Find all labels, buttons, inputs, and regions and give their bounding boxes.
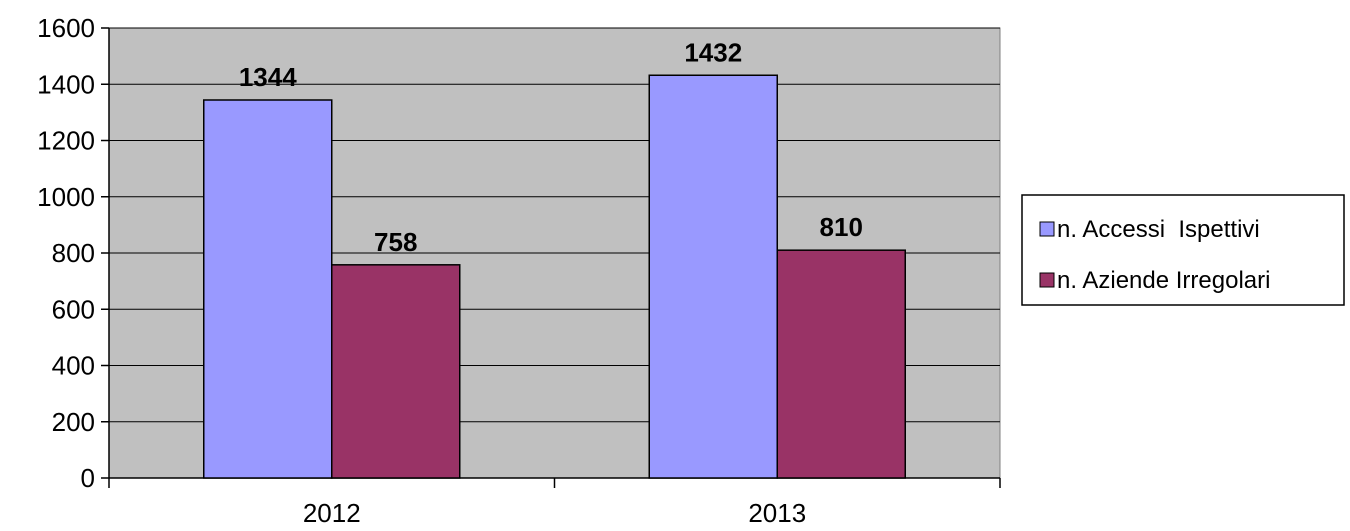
y-tick-label: 600 bbox=[52, 294, 95, 324]
y-tick-label: 1400 bbox=[37, 69, 95, 99]
y-tick-label: 200 bbox=[52, 407, 95, 437]
legend-label: n. Accessi Ispettivi bbox=[1057, 216, 1260, 243]
x-tick-label: 2012 bbox=[303, 498, 361, 528]
bar bbox=[331, 264, 461, 479]
legend-swatch bbox=[1039, 221, 1055, 237]
bar bbox=[203, 99, 333, 479]
legend-swatch bbox=[1039, 272, 1055, 288]
y-tick-label: 1200 bbox=[37, 126, 95, 156]
legend-label: n. Aziende Irregolari bbox=[1057, 267, 1270, 294]
bar bbox=[776, 249, 906, 479]
y-tick-label: 0 bbox=[81, 463, 95, 493]
data-label: 1344 bbox=[239, 62, 297, 92]
x-tick-label: 2013 bbox=[748, 498, 806, 528]
data-label: 810 bbox=[820, 212, 863, 242]
legend-box bbox=[1021, 194, 1345, 306]
y-axis: 0 200 400 600 800 1000 1200 1400 1600 bbox=[37, 13, 110, 493]
y-tick-label: 400 bbox=[52, 351, 95, 381]
x-axis: 2012 2013 bbox=[108, 477, 1001, 528]
bars bbox=[203, 74, 906, 479]
bar bbox=[648, 74, 778, 479]
data-label: 758 bbox=[374, 227, 417, 257]
y-tick-label: 800 bbox=[52, 238, 95, 268]
legend: n. Accessi Ispettivi n. Aziende Irregolar… bbox=[1021, 194, 1345, 306]
data-label: 1432 bbox=[684, 37, 742, 67]
y-tick-label: 1000 bbox=[37, 182, 95, 212]
y-tick-label: 1600 bbox=[37, 13, 95, 43]
data-labels: 1344 758 1432 810 bbox=[239, 37, 863, 257]
